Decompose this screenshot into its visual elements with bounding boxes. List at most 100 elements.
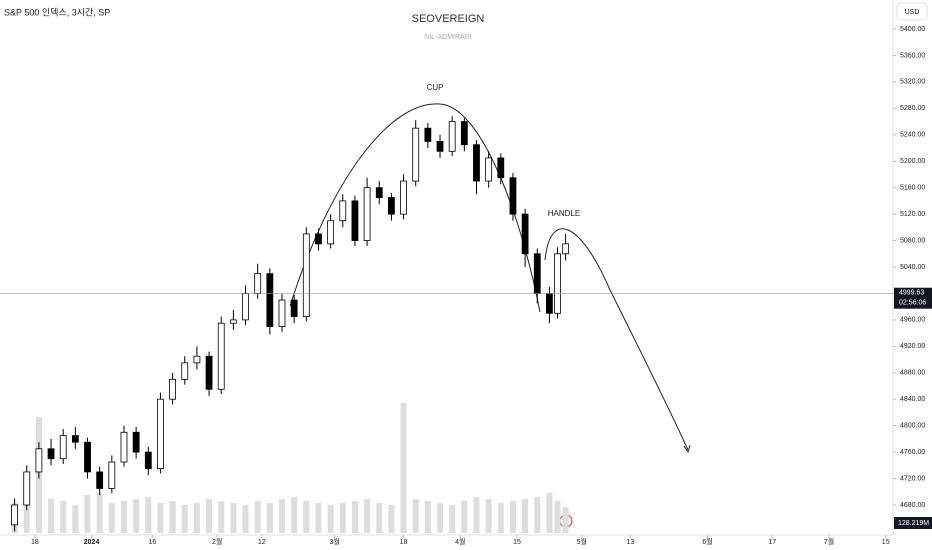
y-tick-label: 5320.00 xyxy=(900,79,925,86)
candle-body xyxy=(533,253,541,294)
candle-body xyxy=(485,157,493,182)
candle-body xyxy=(217,322,225,390)
annotation: HANDLE xyxy=(548,209,580,218)
candle-body xyxy=(157,398,164,470)
volume-bar xyxy=(48,499,55,533)
volume-bar xyxy=(230,503,237,533)
candle-body xyxy=(169,378,177,400)
volume-bar xyxy=(266,503,273,533)
y-tick-label: 5080.00 xyxy=(900,237,925,244)
chart-title: S&P 500 인덱스, 3시간, SP xyxy=(4,7,110,17)
candle-body xyxy=(71,435,79,443)
volume-bar xyxy=(145,497,152,533)
y-tick-label: 4840.00 xyxy=(900,396,925,403)
y-tick-label: 4760.00 xyxy=(900,449,925,456)
candle-body xyxy=(193,355,201,364)
volume-bar xyxy=(96,493,103,533)
candle-body xyxy=(412,127,420,182)
candle-body xyxy=(96,471,104,489)
volume-bar xyxy=(412,499,419,533)
candle-body xyxy=(181,362,189,380)
currency-box[interactable] xyxy=(896,2,928,21)
countdown: 02:56:06 xyxy=(899,300,926,307)
x-tick-label: 3월 xyxy=(330,537,340,546)
volume-bar xyxy=(242,505,249,533)
volume-bar xyxy=(388,505,395,533)
volume-bar xyxy=(351,501,358,533)
candle-body xyxy=(460,121,468,146)
volume-bar xyxy=(437,503,444,533)
y-tick-label: 4720.00 xyxy=(900,475,925,482)
volume-bar xyxy=(254,501,261,533)
volume-bar xyxy=(279,499,285,533)
candle-body xyxy=(315,233,322,245)
candle-body xyxy=(387,197,395,215)
volume-bar xyxy=(181,505,188,533)
handle-drawing xyxy=(544,228,689,451)
candle-body xyxy=(47,448,55,460)
volume-bar xyxy=(485,499,492,533)
x-tick-label: 13 xyxy=(627,539,635,546)
candle-body xyxy=(108,461,116,489)
volume-bar xyxy=(291,497,298,533)
candle-body xyxy=(400,180,407,215)
currency[interactable]: USD xyxy=(905,9,920,16)
candle-body xyxy=(546,293,553,314)
candle-body xyxy=(35,448,43,473)
y-tick-label: 4920.00 xyxy=(900,343,925,350)
volume-bar xyxy=(522,499,529,533)
volume-bar xyxy=(72,505,79,533)
volume-bar xyxy=(120,501,127,533)
volume-bar xyxy=(461,501,468,533)
y-tick-label: 5160.00 xyxy=(900,185,925,192)
candle-body xyxy=(278,299,286,327)
candle-body xyxy=(554,253,561,314)
x-tick-label: 18 xyxy=(31,539,39,546)
candle-body xyxy=(339,200,347,222)
candle-body xyxy=(509,177,517,215)
y-tick-label: 4880.00 xyxy=(900,370,925,377)
candle-body xyxy=(205,355,213,390)
volume-bar xyxy=(562,507,569,533)
candle-body xyxy=(521,213,529,255)
x-tick-label: 12 xyxy=(258,539,266,546)
volume-bar xyxy=(497,503,504,533)
candle-body xyxy=(11,504,18,526)
volume-bar xyxy=(546,493,553,533)
candle-body xyxy=(84,441,91,473)
y-tick-label: 4680.00 xyxy=(900,502,925,509)
volume-bar xyxy=(218,501,225,533)
watermark-subtitle: NIL-ADMIRARI xyxy=(424,34,472,41)
volume-bar xyxy=(509,501,516,533)
last-price-box xyxy=(894,287,932,309)
volume-bar xyxy=(133,499,140,533)
volume-bar xyxy=(157,503,164,533)
candle-body xyxy=(436,141,444,152)
candle-body xyxy=(144,451,152,470)
cup-drawing xyxy=(289,103,541,313)
y-tick-label: 4800.00 xyxy=(900,423,925,430)
plot-layer: 5400.00 5360.00 5320.00 5280.00 5240.00 5200.… xyxy=(0,26,932,546)
candle-body xyxy=(351,200,359,241)
y-tick-label: 5240.00 xyxy=(900,132,925,139)
volume-bar xyxy=(473,497,480,533)
annotation: CUP xyxy=(427,83,444,92)
volume-bar xyxy=(449,505,456,533)
y-tick-label: 5120.00 xyxy=(900,211,925,218)
candle-body xyxy=(59,435,67,460)
x-tick-label: 15 xyxy=(513,539,521,546)
y-tick-label: 5040.00 xyxy=(900,264,925,271)
volume-bar xyxy=(424,501,431,533)
y-tick-label: 5280.00 xyxy=(900,105,925,112)
volume-bar xyxy=(23,497,30,533)
candle-body xyxy=(562,243,570,255)
volume-label: 128.219M xyxy=(898,520,929,527)
volume-bar xyxy=(193,503,200,533)
x-tick-label: 4월 xyxy=(455,537,465,546)
candle-body xyxy=(327,220,335,245)
volume-bar xyxy=(534,497,541,533)
candle-body xyxy=(132,431,140,453)
y-tick-label: 5360.00 xyxy=(900,52,925,59)
